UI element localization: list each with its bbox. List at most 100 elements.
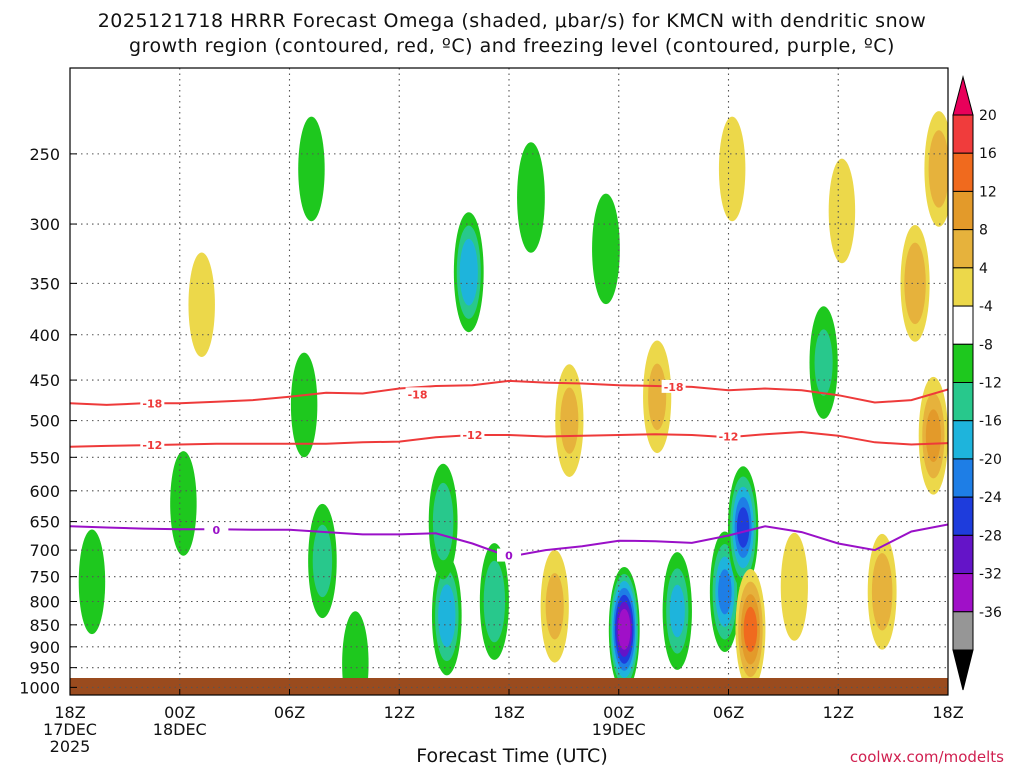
x-tick-label-6-0: 06Z (713, 703, 744, 722)
omega-cell-1-0 (188, 252, 215, 358)
colorbar-box-3 (952, 229, 974, 269)
colorbar-label-5: -4 (979, 299, 993, 315)
y-tick-label-400: 400 (29, 326, 60, 345)
colorbar-label-2: 12 (979, 184, 997, 200)
colorbar-box-0 (952, 114, 974, 154)
chart-title-line-1: 2025121718 HRRR Forecast Omega (shaded, … (97, 10, 927, 32)
colorbar-box-10 (952, 496, 974, 536)
colorbar-label-7: -12 (979, 376, 1002, 392)
omega-cell-0-0 (78, 529, 106, 635)
omega-cell-21-0 (718, 116, 746, 222)
omega-cell-16-1 (648, 363, 667, 430)
y-tick-label-700: 700 (29, 541, 60, 560)
omega-cell-11-0 (517, 142, 545, 253)
omega-cell-18-3 (718, 569, 732, 615)
y-tick-label-650: 650 (29, 513, 60, 532)
colorbar-box-11 (952, 534, 974, 575)
y-tick-label-1000: 1000 (19, 678, 60, 697)
colorbar-box-1 (952, 152, 974, 192)
colorbar: 20 16 12 8 4 -4 -8 -12 -16 -20 -24 -28 -32 -36 (952, 75, 1002, 691)
contour-label-bg-3 (140, 438, 165, 452)
contour-label-6: 0 (213, 524, 221, 537)
colorbar-box-8 (952, 420, 974, 460)
x-tick-label-0-0: 18Z (54, 703, 85, 722)
colorbar-label-8: -16 (979, 414, 1002, 430)
contour-label-bg-7 (497, 548, 521, 562)
x-tick-label-3-0: 12Z (384, 703, 415, 722)
omega-cell-27-2 (925, 409, 941, 463)
y-tick-label-800: 800 (29, 593, 60, 612)
x-axis-title: Forecast Time (UTC) (416, 745, 608, 767)
grid-lines (70, 68, 948, 695)
contour-label-4: -12 (462, 429, 482, 442)
omega-cell-2-0 (170, 451, 197, 556)
contour-labels: -18 -18 -18 -12 -12 -12 0 0 (140, 379, 741, 563)
omega-cell-5-0 (342, 611, 369, 695)
omega-cell-8-1 (432, 482, 454, 561)
y-tick-label-600: 600 (29, 482, 60, 501)
y-tick-label-500: 500 (29, 412, 60, 431)
x-tick-label-1-0: 00Z (164, 703, 195, 722)
colorbar-box-6 (952, 343, 974, 383)
omega-shading (78, 111, 948, 695)
colorbar-box-13 (952, 611, 974, 651)
colorbar-label-12: -32 (979, 567, 1002, 583)
x-tick-label-0-2: 2025 (50, 737, 91, 756)
credit-link[interactable]: coolwx.com/modelts (849, 748, 1004, 766)
omega-cell-7-2 (438, 584, 456, 647)
colorbar-box-4 (952, 267, 974, 307)
omega-cell-26-1 (904, 242, 926, 325)
omega-cell-14-6 (617, 608, 631, 650)
omega-cell-12-1 (545, 573, 564, 640)
omega-cell-17-2 (669, 584, 685, 638)
colorbar-label-1: 16 (979, 146, 997, 162)
colorbar-label-13: -36 (979, 605, 1002, 621)
contour-label-bg-1 (405, 387, 430, 401)
contour-label-bg-5 (716, 429, 741, 443)
colorbar-box-5 (952, 305, 974, 345)
omega-cell-20-3 (743, 606, 758, 652)
omega-cell-19-4 (736, 507, 750, 548)
contour-label-bg-0 (140, 396, 165, 410)
contour-label-0: -18 (142, 397, 162, 410)
colorbar-box-12 (952, 573, 974, 613)
omega-cell-23-1 (814, 329, 833, 396)
contour-label-5: -12 (719, 430, 739, 443)
colorbar-label-9: -20 (979, 452, 1002, 468)
colorbar-box-7 (952, 382, 974, 422)
omega-cell-4-1 (312, 524, 333, 598)
colorbar-box-2 (952, 190, 974, 231)
y-tick-label-300: 300 (29, 215, 60, 234)
contour-label-bg-6 (204, 522, 229, 536)
x-tick-label-1-1: 18DEC (153, 720, 207, 739)
x-tick-label-7-0: 12Z (823, 703, 854, 722)
contour-label-3: -12 (142, 439, 162, 452)
x-tick-label-5-1: 19DEC (592, 720, 646, 739)
omega-cell-24-0 (828, 158, 856, 264)
contour-label-7: 0 (505, 550, 513, 563)
colorbar-label-10: -24 (979, 490, 1002, 506)
contour-line-0 (70, 379, 948, 406)
colorbar-label-0: 20 (979, 108, 997, 124)
omega-cell-15-0 (592, 193, 620, 305)
colorbar-label-11: -28 (979, 528, 1002, 544)
y-axis-ticks: 250 300 350 400 450 500 550 600 650 700 750 800 850 9… (19, 145, 77, 697)
omega-cell-25-1 (871, 553, 893, 631)
y-tick-label-350: 350 (29, 274, 60, 293)
omega-cell-22-0 (780, 532, 808, 641)
x-tick-label-4-0: 18Z (493, 703, 524, 722)
omega-cell-13-1 (560, 387, 579, 454)
contour-label-2: -18 (664, 381, 684, 394)
colorbar-label-6: -8 (979, 337, 993, 353)
x-tick-label-0-1: 17DEC (43, 720, 97, 739)
y-tick-label-900: 900 (29, 638, 60, 657)
y-tick-label-950: 950 (29, 659, 60, 678)
chart-title-line-2: growth region (contoured, red, ºC) and f… (129, 35, 895, 57)
y-tick-label-550: 550 (29, 448, 60, 467)
omega-cell-3-0 (298, 116, 325, 222)
x-tick-label-5-0: 00Z (603, 703, 634, 722)
x-tick-label-2-0: 06Z (274, 703, 305, 722)
contour-label-1: -18 (408, 388, 428, 401)
